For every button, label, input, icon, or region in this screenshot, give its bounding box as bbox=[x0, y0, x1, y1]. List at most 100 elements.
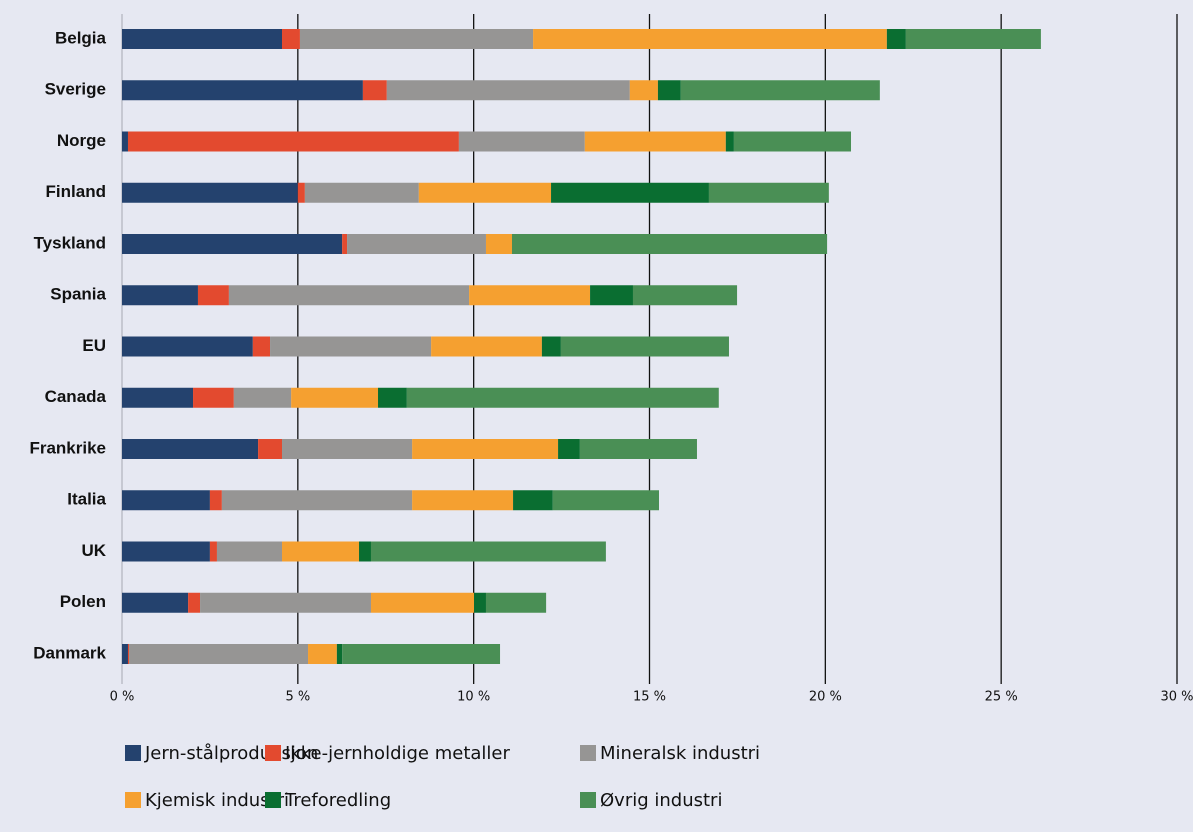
category-label: Finland bbox=[46, 182, 106, 201]
bar-segment bbox=[291, 387, 379, 408]
x-tick-label: 10 % bbox=[457, 690, 490, 705]
legend-swatch bbox=[580, 792, 596, 808]
bar-segment bbox=[370, 541, 606, 562]
bar-segment bbox=[200, 592, 371, 613]
bar-segment bbox=[579, 439, 697, 459]
legend-swatch bbox=[125, 745, 141, 761]
category-label: Belgia bbox=[55, 28, 107, 47]
bar-segment bbox=[342, 644, 501, 664]
bar-segment bbox=[584, 131, 726, 152]
bar-segment bbox=[551, 182, 709, 203]
x-tick-label: 25 % bbox=[985, 690, 1018, 705]
bar-segment bbox=[122, 131, 128, 152]
bar-segment bbox=[299, 29, 534, 49]
bar-segment bbox=[197, 285, 229, 306]
category-label: Tyskland bbox=[34, 233, 106, 252]
bar-segment bbox=[282, 29, 300, 49]
legend-swatch bbox=[265, 792, 281, 808]
bar-segment bbox=[657, 80, 681, 101]
bar-segment bbox=[342, 234, 348, 254]
bar-segment bbox=[127, 131, 459, 152]
category-label: Polen bbox=[60, 592, 106, 611]
bar-segment bbox=[558, 439, 580, 459]
bar-segment bbox=[122, 439, 259, 459]
category-label: Danmark bbox=[33, 643, 106, 662]
legend-label: Mineralsk industri bbox=[600, 743, 760, 764]
bar-segment bbox=[209, 490, 222, 511]
bar-segment bbox=[122, 541, 210, 562]
bar-segment bbox=[632, 285, 738, 306]
legend-label: Ikke-jernholdige metaller bbox=[285, 743, 510, 764]
bar-segment bbox=[541, 336, 561, 357]
bar-segment bbox=[122, 336, 253, 357]
x-tick-label: 15 % bbox=[633, 690, 666, 705]
bar-segment bbox=[431, 336, 542, 357]
legend-label: Øvrig industri bbox=[600, 790, 722, 811]
bar-segment bbox=[485, 592, 547, 613]
bar-segment bbox=[378, 387, 407, 408]
bar-segment bbox=[122, 387, 194, 408]
category-label: Norge bbox=[57, 131, 106, 150]
bar-segment bbox=[188, 592, 201, 613]
bar-segment bbox=[469, 285, 591, 306]
x-tick-label: 30 % bbox=[1160, 690, 1193, 705]
bar-segment bbox=[511, 234, 828, 254]
category-label: EU bbox=[82, 336, 106, 355]
category-label: Spania bbox=[50, 285, 106, 304]
bar-segment bbox=[297, 182, 305, 203]
legend-swatch bbox=[580, 745, 596, 761]
bar-segment bbox=[336, 644, 343, 664]
bar-segment bbox=[905, 29, 1041, 49]
legend-label: Treforedling bbox=[284, 790, 391, 811]
bar-segment bbox=[359, 541, 371, 562]
bar-segment bbox=[221, 490, 413, 511]
bar-segment bbox=[308, 644, 337, 664]
bar-segment bbox=[233, 387, 292, 408]
bar-segment bbox=[282, 541, 360, 562]
bar-segment bbox=[122, 644, 128, 664]
bar-segment bbox=[708, 182, 829, 203]
category-label: UK bbox=[81, 541, 106, 560]
bar-segment bbox=[513, 490, 553, 511]
bar-segment bbox=[386, 80, 630, 101]
bar-segment bbox=[282, 439, 413, 459]
legend-swatch bbox=[265, 745, 281, 761]
bar-segment bbox=[629, 80, 658, 101]
bar-segment bbox=[304, 182, 419, 203]
bar-segment bbox=[122, 285, 198, 306]
bar-segment bbox=[129, 644, 309, 664]
bar-segment bbox=[474, 592, 486, 613]
bar-segment bbox=[193, 387, 234, 408]
bar-segment bbox=[228, 285, 470, 306]
bar-segment bbox=[122, 80, 363, 101]
bar-segment bbox=[552, 490, 659, 511]
bar-segment bbox=[362, 80, 387, 101]
bar-segment bbox=[412, 439, 559, 459]
bar-segment bbox=[590, 285, 633, 306]
bar-segment bbox=[725, 131, 734, 152]
legend-label: Kjemisk industri bbox=[145, 790, 289, 811]
bar-segment bbox=[412, 490, 514, 511]
bar-segment bbox=[122, 182, 298, 203]
bar-segment bbox=[127, 644, 130, 664]
x-tick-label: 20 % bbox=[809, 690, 842, 705]
legend-swatch bbox=[125, 792, 141, 808]
bar-segment bbox=[347, 234, 486, 254]
bar-segment bbox=[209, 541, 217, 562]
bar-segment bbox=[406, 387, 719, 408]
category-label: Canada bbox=[45, 387, 107, 406]
category-label: Italia bbox=[67, 490, 106, 509]
bar-segment bbox=[458, 131, 585, 152]
bar-segment bbox=[252, 336, 271, 357]
bar-segment bbox=[216, 541, 283, 562]
bar-segment bbox=[122, 234, 343, 254]
bar-segment bbox=[122, 490, 210, 511]
x-tick-label: 0 % bbox=[110, 690, 135, 705]
bar-segment bbox=[733, 131, 852, 152]
bar-segment bbox=[560, 336, 729, 357]
bar-segment bbox=[122, 29, 283, 49]
bar-segment bbox=[270, 336, 432, 357]
bar-segment bbox=[258, 439, 283, 459]
